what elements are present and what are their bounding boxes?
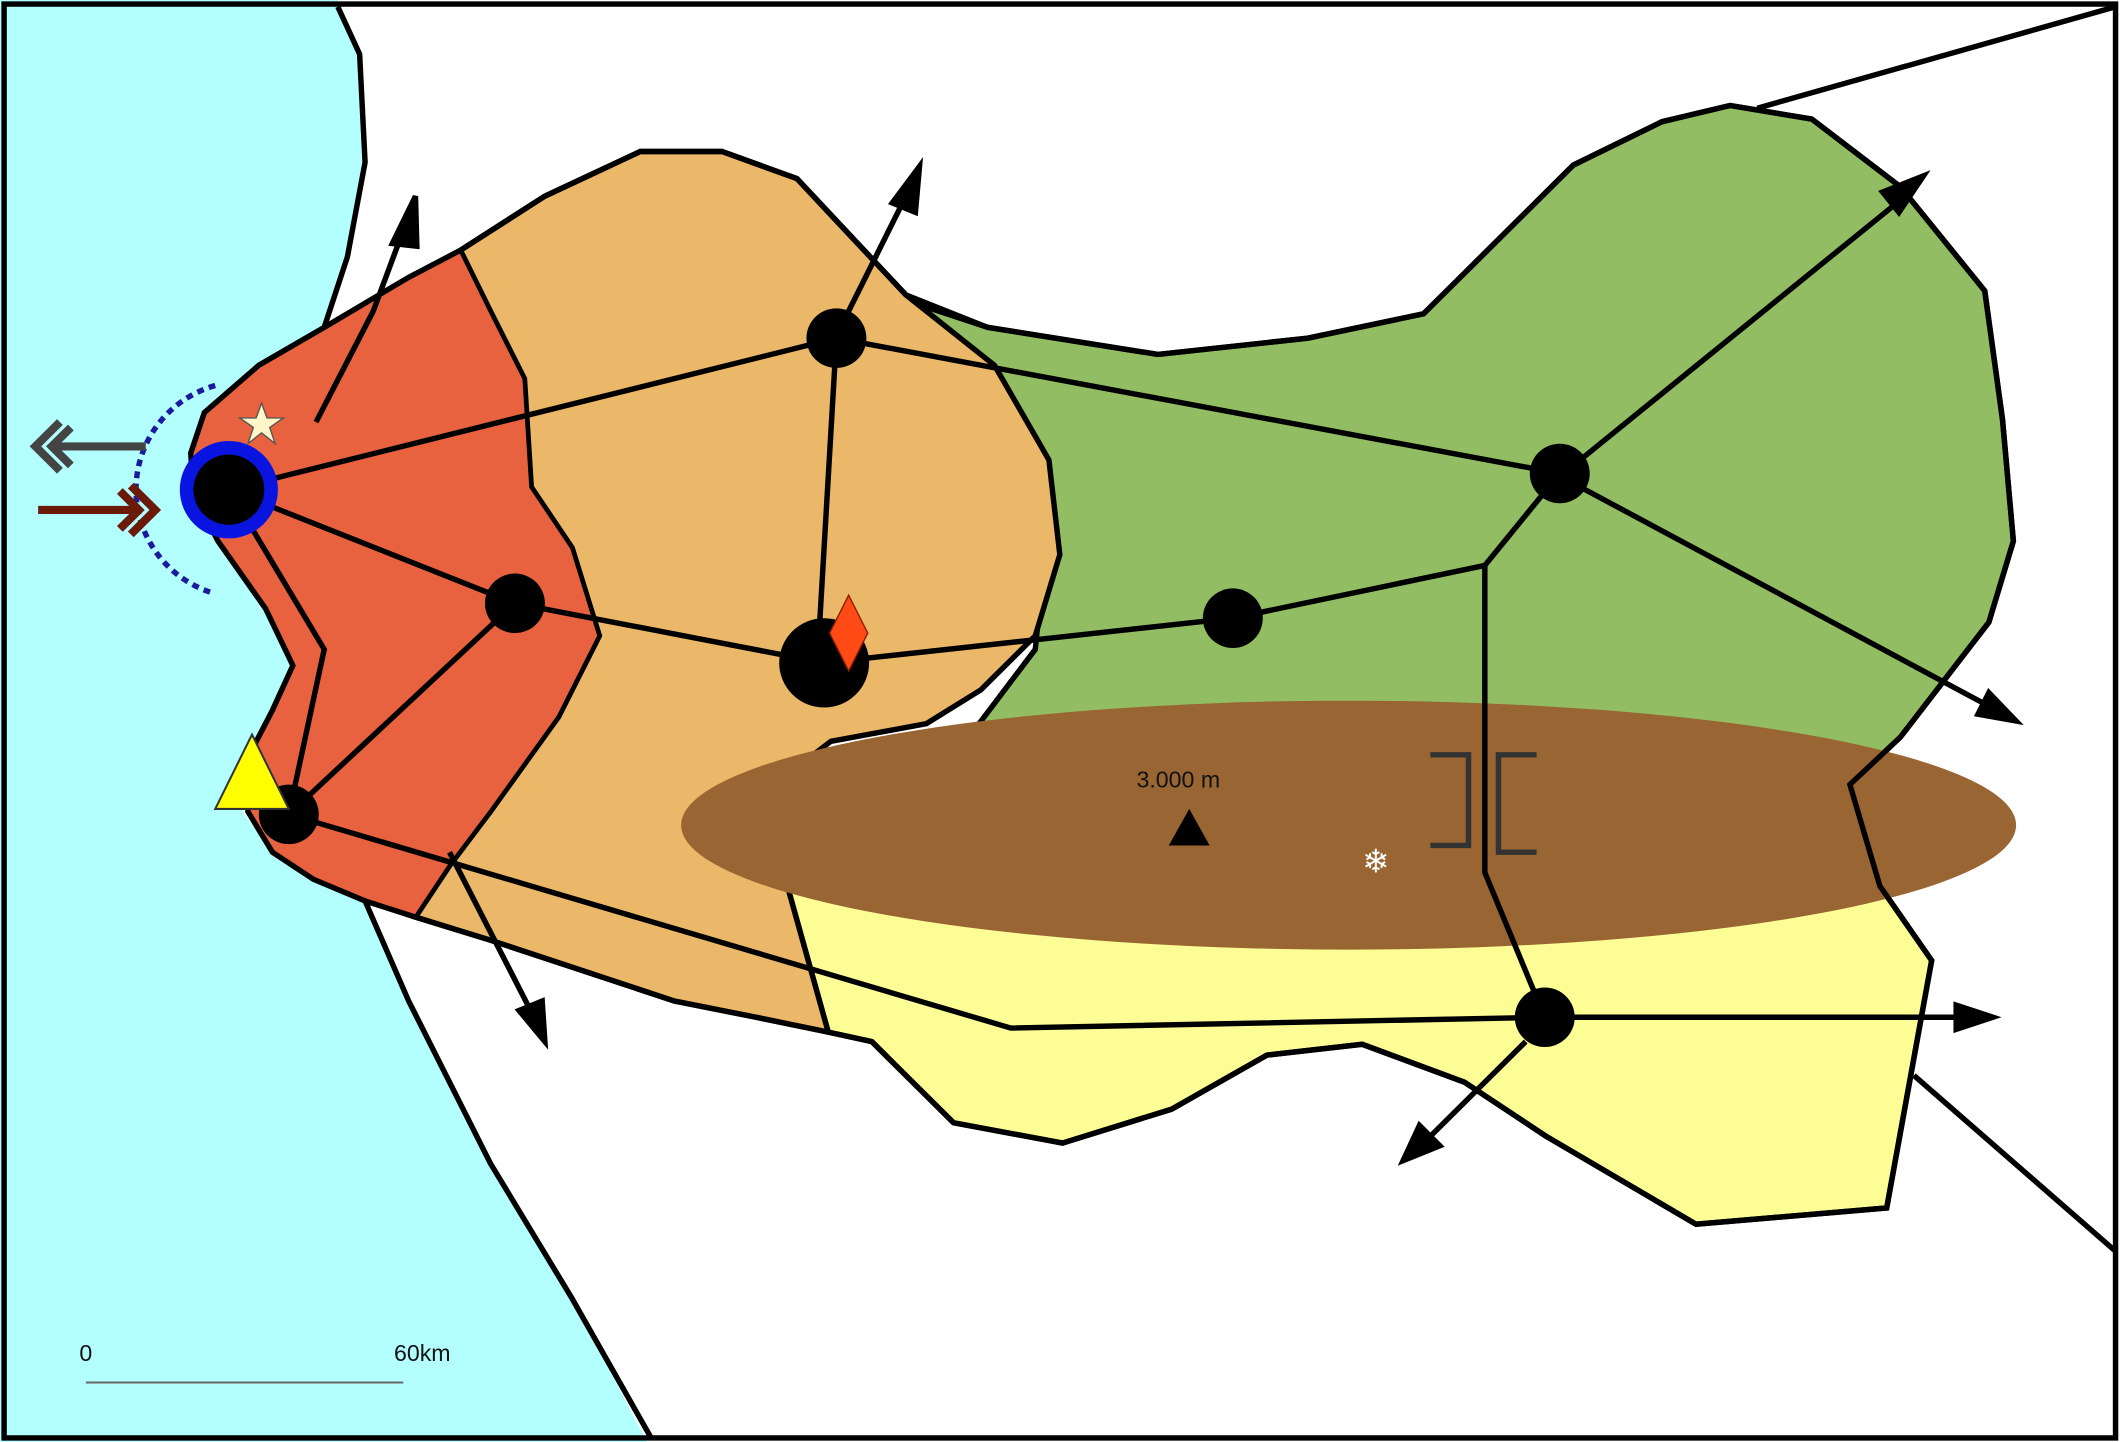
outgoing-arrows: [313, 157, 2024, 1166]
arrow-east-head: [1973, 687, 2024, 726]
scale-bar-end: 60km: [394, 1340, 451, 1366]
double-arrow-in-icon: [38, 482, 162, 538]
arrow-east-line: [1578, 484, 1991, 709]
link-port-city3: [226, 488, 328, 815]
mountain-range: [681, 700, 2017, 950]
arrow-nw-head: [388, 194, 420, 250]
snowflake-icon: ❄: [1362, 844, 1389, 880]
boundary-ne: [1756, 4, 2117, 111]
port-city: [193, 454, 265, 525]
link-north1-city4: [814, 338, 840, 663]
arrow-sw-head: [1397, 1120, 1445, 1166]
double-arrow-out-icon: [29, 419, 146, 474]
link-north1-east1: [835, 335, 1561, 477]
arrow-south-line: [447, 850, 534, 1014]
region-outline-north: [187, 102, 2017, 1227]
arrow-south-head: [514, 997, 549, 1050]
elevation-label: 3.000 m: [1137, 766, 1221, 792]
diamond-icon: [828, 593, 869, 673]
scale-bar: 0 60km: [79, 1340, 451, 1384]
link-city2-city4: [514, 600, 825, 666]
arrow-ne-line: [1578, 198, 1903, 463]
arrow-north-line: [844, 194, 909, 316]
city-southeast: [1514, 987, 1575, 1048]
triangle-icon: [213, 732, 291, 810]
arrow-nw-line: [313, 222, 409, 424]
arrow-ne-head: [1878, 170, 1931, 217]
coastline: [321, 5, 368, 329]
scale-bar-start: 0: [79, 1340, 92, 1366]
mountain-peak-icon: [1168, 808, 1210, 846]
pass-bracket-icon: [1430, 752, 1537, 855]
city-north: [806, 308, 867, 368]
coastline-south: [362, 899, 654, 1440]
link-city2-city3: [286, 601, 517, 817]
boundary-se: [1912, 1073, 2118, 1254]
arrow-north-head: [887, 157, 924, 217]
link-junction-city6: [1482, 565, 1548, 1019]
link-port-north1: [228, 335, 838, 493]
star-icon: [237, 401, 286, 446]
link-city5-junction: [1232, 562, 1486, 621]
arrow-sw-line: [1425, 1039, 1528, 1141]
arrow-se-head: [1953, 1001, 2002, 1034]
link-city4-city5: [823, 615, 1234, 666]
city-west-inland: [484, 573, 545, 634]
sea-area: [0, 0, 648, 1442]
link-city3-city6: [288, 811, 1545, 1031]
city-east-central: [1202, 588, 1263, 648]
link-port-city2: [227, 487, 516, 606]
city-east: [1529, 443, 1590, 504]
city-nodes: [258, 308, 1590, 1048]
